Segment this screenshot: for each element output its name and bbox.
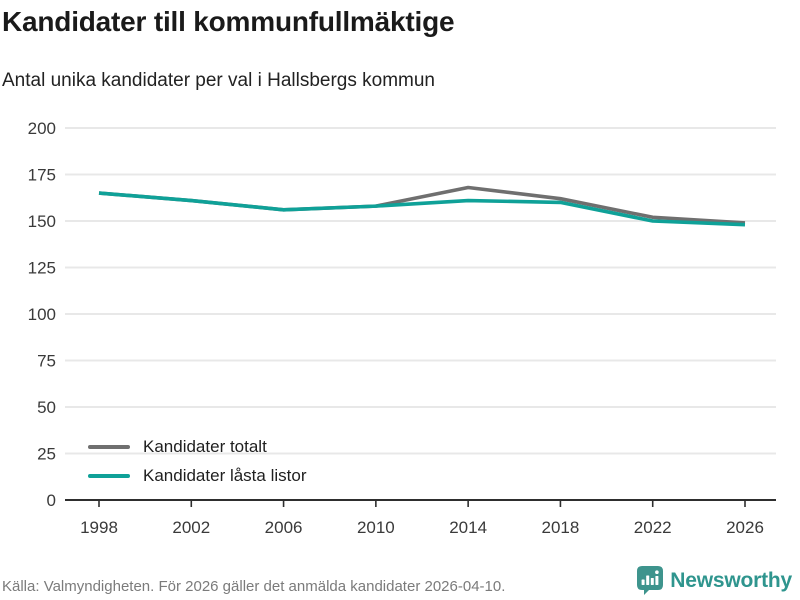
chart-subtitle: Antal unika kandidater per val i Hallsbe… [2,70,435,91]
chart-legend: Kandidater totalt Kandidater låsta listo… [88,437,306,486]
x-tick-label-2018: 2018 [542,518,580,537]
y-tick-label-175: 175 [28,166,56,185]
y-tick-label-125: 125 [28,259,56,278]
newsworthy-logo-icon [637,566,664,595]
x-tick-label-2002: 2002 [172,518,210,537]
line-chart: 0 25 50 75 100 125 150 175 200 1998 2002 2006 2010 20… [28,119,776,537]
x-tick-label-2006: 2006 [265,518,303,537]
data-line-1 [98,191,746,227]
newsworthy-brand: Newsworthy [637,566,792,595]
x-tick-label-2022: 2022 [634,518,672,537]
y-tick-label-25: 25 [37,445,56,464]
legend-item-total: Kandidater totalt [88,437,306,457]
legend-swatch-gray [88,445,130,449]
legend-label-locked-lists: Kandidater låsta listor [143,466,307,485]
y-tick-label-50: 50 [37,398,56,417]
y-tick-label-200: 200 [28,119,56,138]
legend-item-locked-lists: Kandidater låsta listor [88,466,306,486]
y-tick-label-0: 0 [47,491,56,510]
page-title: Kandidater till kommunfullmäktige [2,6,455,37]
x-tick-label-2026: 2026 [726,518,764,537]
x-tick-label-2014: 2014 [449,518,487,537]
y-tick-label-150: 150 [28,212,56,231]
newsworthy-brand-name: Newsworthy [670,568,792,592]
legend-label-total: Kandidater totalt [143,437,267,456]
y-tick-label-100: 100 [28,305,56,324]
legend-swatch-teal [88,474,130,478]
x-tick-label-2010: 2010 [357,518,395,537]
data-line-0 [98,185,746,225]
y-tick-label-75: 75 [37,352,56,371]
source-note: Källa: Valmyndigheten. För 2026 gäller d… [2,578,506,595]
x-tick-label-1998: 1998 [80,518,118,537]
